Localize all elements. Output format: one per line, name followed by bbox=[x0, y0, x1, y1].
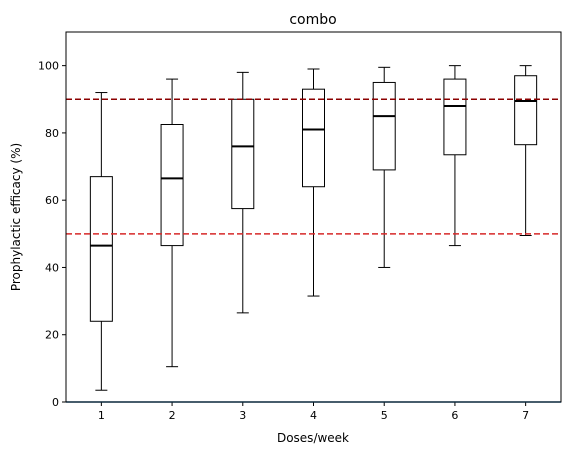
y-tick-label: 60 bbox=[45, 194, 59, 207]
x-tick-label: 5 bbox=[381, 409, 388, 422]
y-tick-label: 100 bbox=[38, 60, 59, 73]
box-5 bbox=[372, 81, 396, 171]
axes-frame bbox=[65, 31, 562, 403]
y-tick-label: 80 bbox=[45, 127, 59, 140]
y-tick-label: 20 bbox=[45, 329, 59, 342]
x-tick-label: 7 bbox=[522, 409, 529, 422]
box-2 bbox=[160, 124, 184, 247]
x-axis-label: Doses/week bbox=[277, 431, 349, 445]
y-tick-label: 0 bbox=[52, 396, 59, 409]
y-tick-label: 40 bbox=[45, 261, 59, 274]
x-tick-label: 4 bbox=[310, 409, 317, 422]
box-1 bbox=[89, 176, 113, 322]
x-tick-label: 1 bbox=[98, 409, 105, 422]
box-4 bbox=[302, 88, 325, 188]
box-7 bbox=[514, 75, 538, 146]
chart-title: combo bbox=[289, 12, 336, 28]
x-tick-label: 6 bbox=[451, 409, 458, 422]
box-3 bbox=[231, 98, 255, 210]
x-tick-label: 3 bbox=[239, 409, 246, 422]
plot-area: 0 20 40 60 80 100 1 2 3 4 5 6 7 bbox=[38, 31, 562, 422]
x-tick-label: 2 bbox=[169, 409, 176, 422]
y-axis-label: Prophylactic efficacy (%) bbox=[9, 143, 23, 291]
box-6 bbox=[443, 78, 467, 156]
